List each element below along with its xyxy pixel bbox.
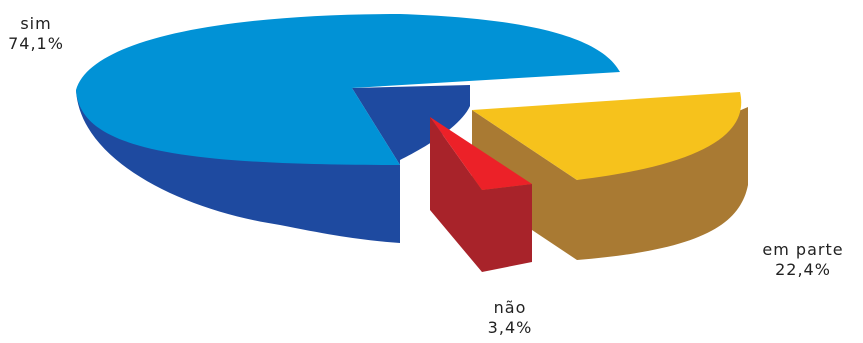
slice-em-parte-top: [472, 92, 742, 180]
label-nao: não 3,4%: [487, 298, 533, 337]
label-sim: sim 74,1%: [8, 14, 64, 53]
slice-nao-side-front: [482, 184, 532, 272]
slice-sim-top: [76, 14, 620, 165]
slice-sim: [76, 14, 620, 243]
slice-nao: [430, 117, 532, 272]
label-em-parte: em parte 22,4%: [762, 240, 844, 279]
slice-sim-side: [76, 90, 400, 243]
slice-sim-inner: [352, 85, 470, 165]
slice-nao-side-left: [430, 117, 482, 272]
slice-nao-top: [430, 117, 532, 190]
